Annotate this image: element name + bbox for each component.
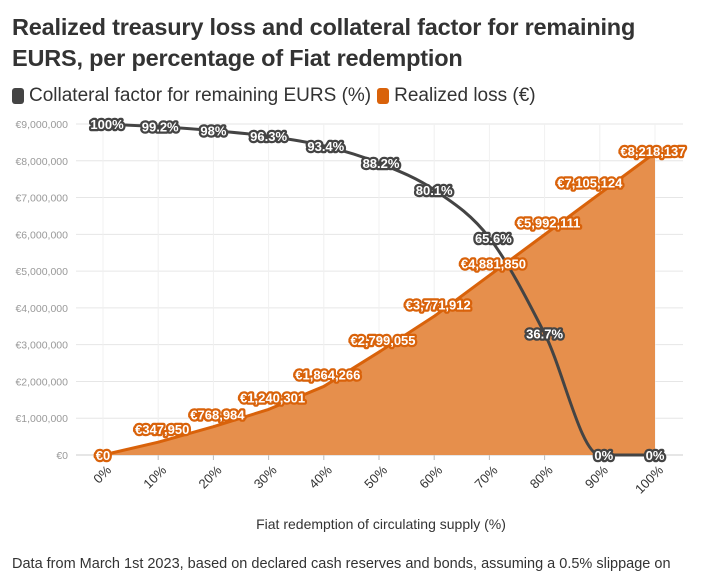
collateral-data-label: 88.2% — [363, 156, 400, 171]
y-tick-label: €8,000,000 — [15, 156, 68, 168]
collateral-data-label: 0% — [646, 448, 665, 463]
loss-data-label: €4,881,850 — [461, 256, 526, 271]
footer-note: Data from March 1st 2023, based on decla… — [12, 556, 671, 572]
x-tick-label: 100% — [632, 462, 666, 496]
x-tick-label: 40% — [306, 462, 335, 491]
x-tick-label: 80% — [527, 462, 556, 491]
y-tick-label: €7,000,000 — [15, 193, 68, 205]
collateral-data-label: 80.1% — [416, 183, 453, 198]
x-tick-label: 30% — [251, 462, 280, 491]
loss-data-label: €2,799,055 — [350, 333, 415, 348]
x-tick-label: 50% — [361, 462, 390, 491]
x-tick-label: 20% — [196, 462, 225, 491]
loss-data-label: €1,864,266 — [295, 367, 360, 382]
y-tick-label: €6,000,000 — [15, 229, 68, 241]
collateral-data-label: 98% — [200, 124, 226, 139]
loss-data-label: €5,992,111 — [517, 216, 581, 231]
x-tick-label: 10% — [140, 462, 169, 491]
legend-label-collateral: Collateral factor for remaining EURS (%) — [29, 85, 372, 106]
y-tick-label: €9,000,000 — [15, 119, 68, 131]
loss-data-label: €347,950 — [135, 422, 189, 437]
collateral-data-label: 100% — [90, 117, 124, 132]
loss-data-label: €1,240,301 — [240, 390, 305, 405]
loss-data-label: €7,105,124 — [557, 176, 623, 191]
legend-item-collateral[interactable]: Collateral factor for remaining EURS (%) — [12, 85, 371, 107]
x-tick-label: 70% — [472, 462, 501, 491]
x-tick-label: 0% — [90, 462, 114, 486]
collateral-data-label: 0% — [594, 448, 613, 463]
loss-data-label: €0 — [96, 448, 110, 463]
y-tick-label: €4,000,000 — [15, 303, 68, 315]
legend-swatch-collateral — [12, 88, 24, 104]
chart-plot: €0 €1,000,000 €2,000,000 €3,000,000 €4,000,0… — [15, 115, 687, 497]
y-tick-label: €2,000,000 — [15, 376, 68, 388]
x-axis-title: Fiat redemption of circulating supply (%… — [256, 516, 506, 532]
loss-area — [103, 152, 655, 455]
legend-label-loss: Realized loss (€) — [394, 85, 536, 106]
legend: Collateral factor for remaining EURS (%)… — [12, 83, 542, 109]
collateral-line — [101, 122, 657, 457]
collateral-data-label: 99.2% — [142, 120, 179, 135]
chart-title: Realized treasury loss and collateral fa… — [12, 14, 636, 71]
loss-line — [102, 151, 656, 457]
loss-data-label: €3,771,912 — [406, 297, 471, 312]
collateral-data-label: 36.7% — [526, 327, 563, 342]
collateral-data-label: 65.6% — [475, 231, 512, 246]
legend-swatch-loss — [377, 88, 390, 104]
collateral-data-label: 93.4% — [307, 139, 344, 154]
x-tick-label: 90% — [582, 462, 611, 491]
x-tick-label: 60% — [416, 462, 445, 491]
y-tick-label: €0 — [56, 450, 68, 462]
y-tick-label: €3,000,000 — [15, 340, 68, 352]
y-tick-label: €1,000,000 — [15, 413, 68, 425]
legend-item-loss[interactable]: Realized loss (€) — [377, 85, 536, 107]
y-tick-label: €5,000,000 — [15, 266, 68, 278]
loss-data-label: €8,218,137 — [620, 144, 685, 159]
loss-data-label: €768,984 — [190, 408, 245, 423]
collateral-data-label: 96.3% — [250, 129, 287, 144]
